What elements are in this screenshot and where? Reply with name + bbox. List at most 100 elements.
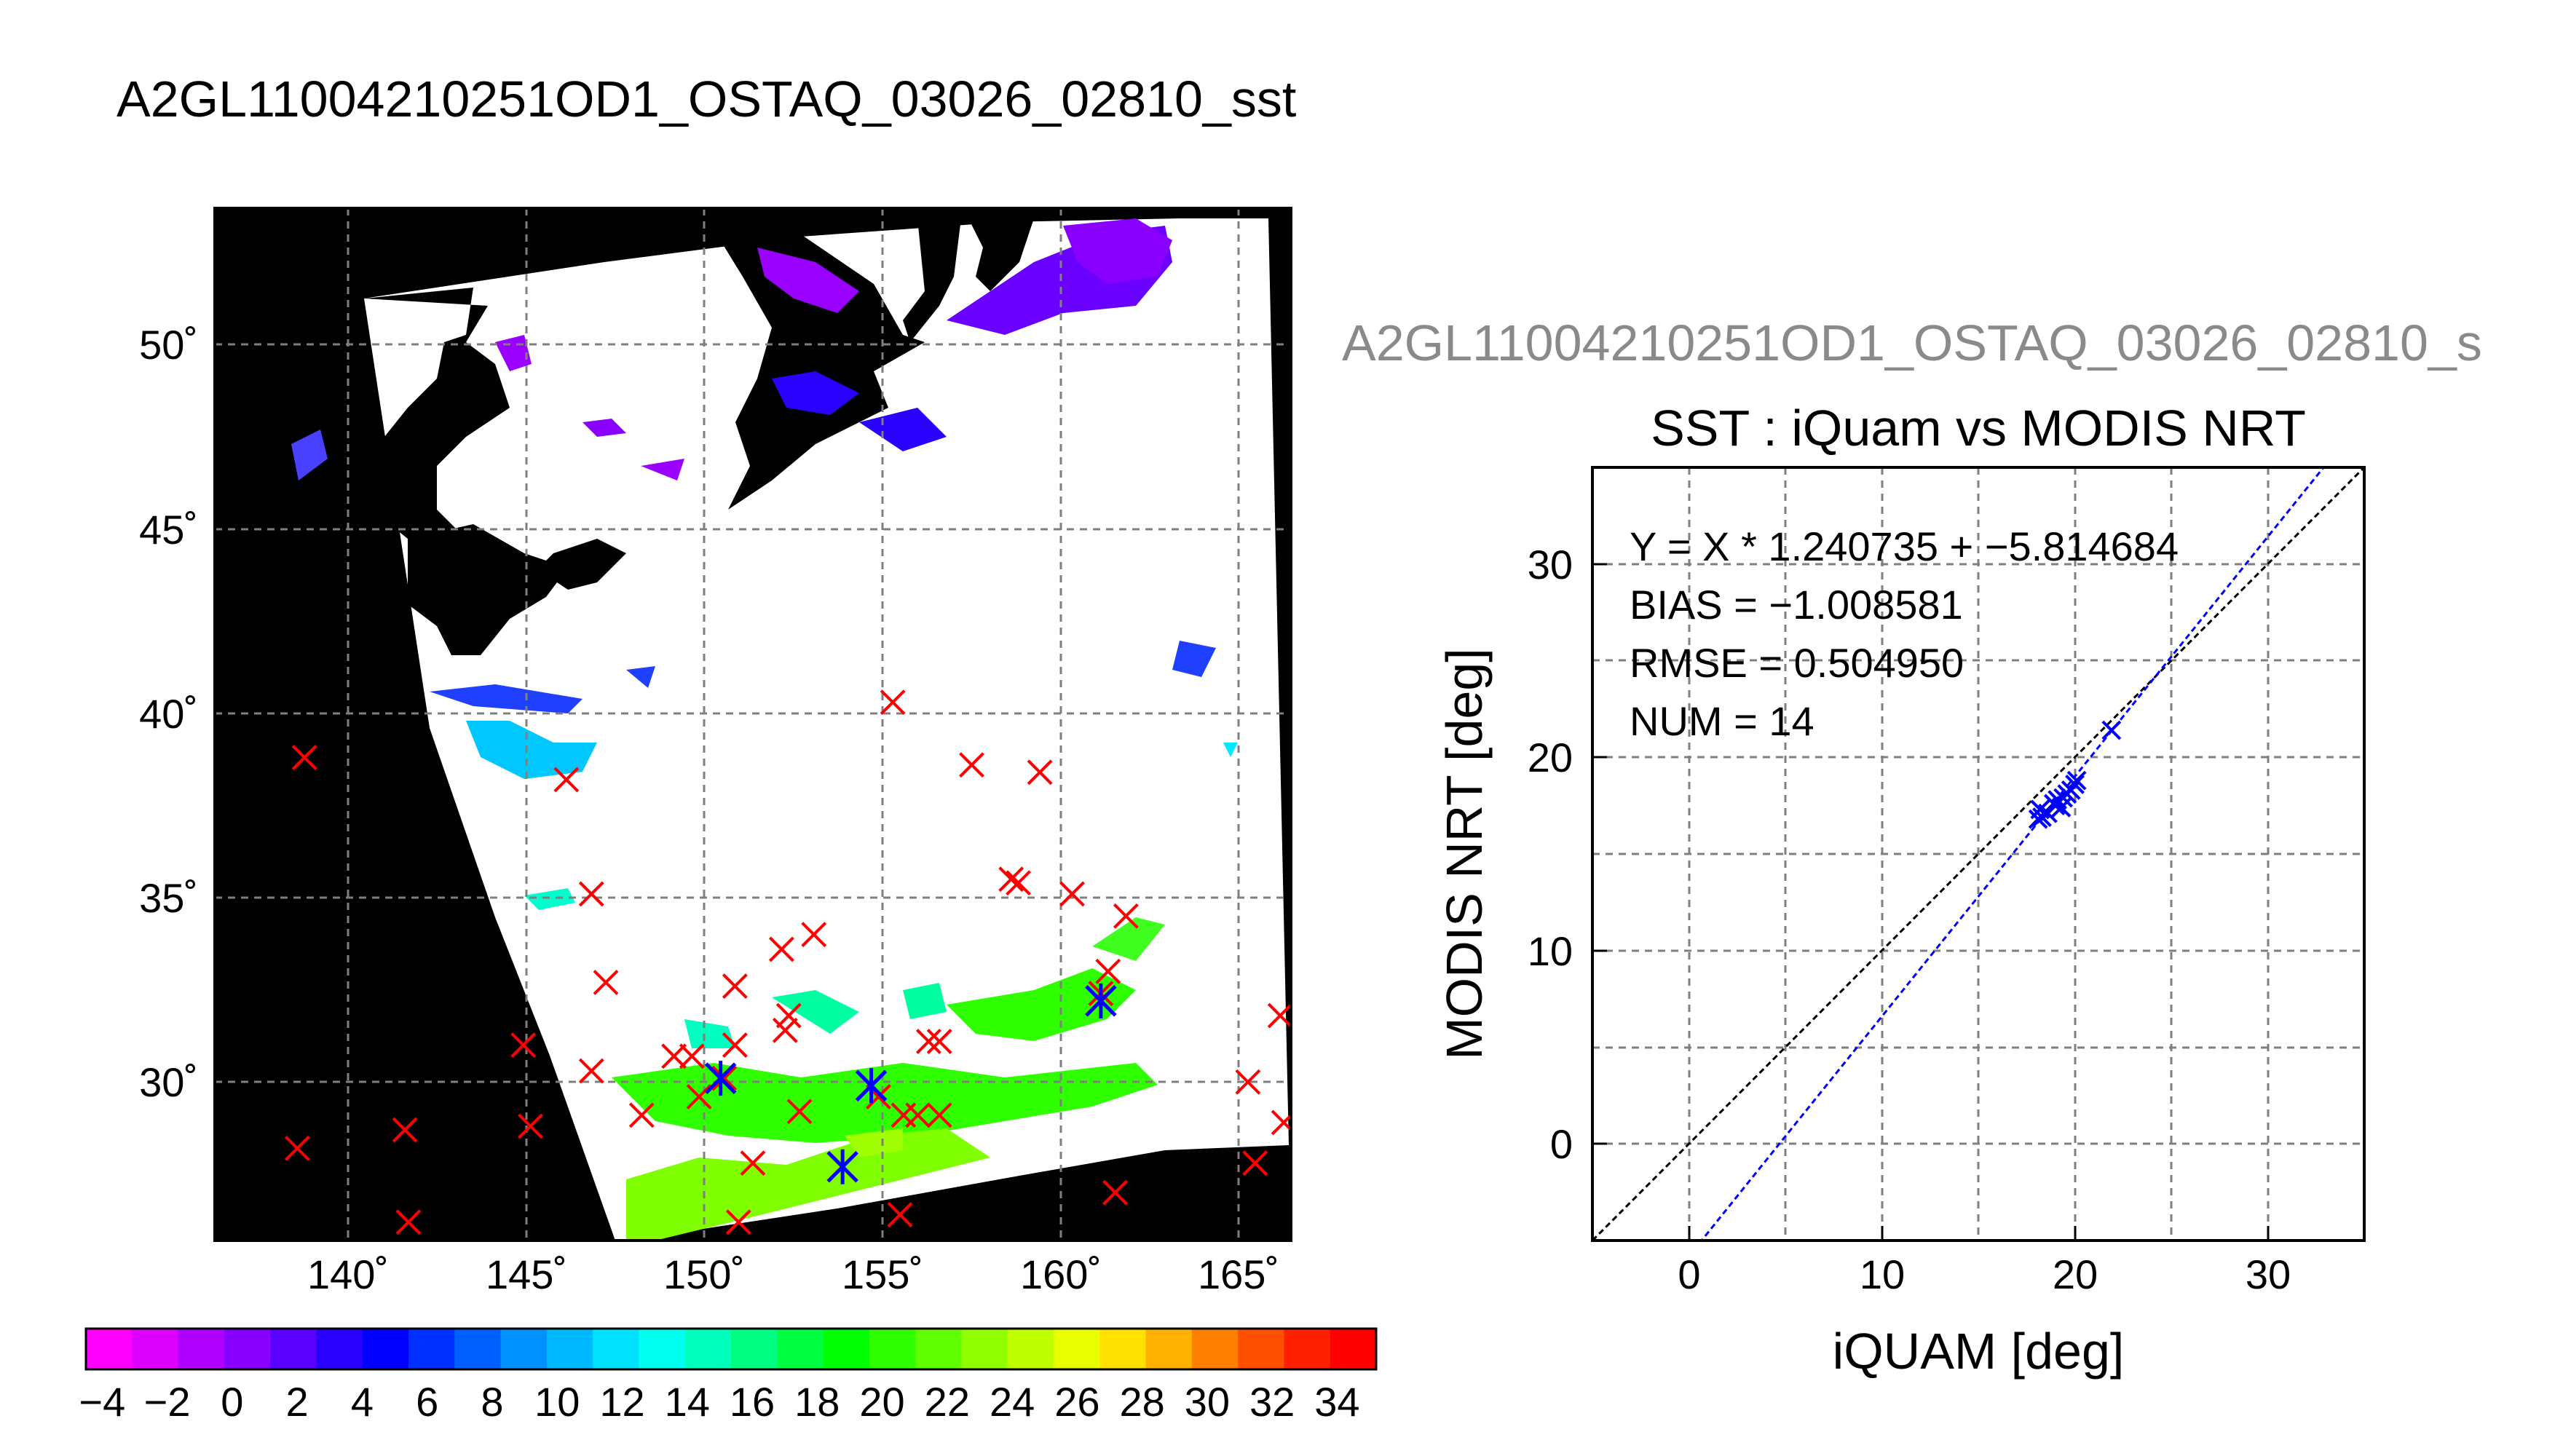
- lon-tick-label: 160˚: [1020, 1251, 1102, 1297]
- match-marker: [392, 1117, 418, 1143]
- scatter-stats: Y = X * 1.240735 + −5.814684 BIAS = −1.0…: [1630, 523, 2179, 744]
- match-marker-stroke: [926, 1102, 952, 1128]
- match-marker-stroke: [1242, 1150, 1268, 1176]
- colorbar-bin: [500, 1329, 548, 1369]
- scatter-minor-ticks: [1592, 563, 2270, 1241]
- match-marker-stroke: [722, 1032, 748, 1059]
- y-tick-label: 0: [1550, 1121, 1573, 1167]
- match-marker-stroke: [915, 1029, 941, 1054]
- match-marker: [395, 1209, 422, 1235]
- lon-tick-label: 140˚: [307, 1251, 389, 1297]
- colorbar-bin: [593, 1329, 640, 1369]
- colorbar-tick-label: 8: [481, 1379, 503, 1425]
- match-marker-stroke: [291, 745, 317, 770]
- colorbar-bin: [362, 1329, 409, 1369]
- colorbar-tick-label: −2: [144, 1379, 191, 1425]
- match-marker-stroke: [1095, 958, 1121, 984]
- regression-line: [1699, 467, 2326, 1241]
- used-marker: [704, 1061, 737, 1096]
- match-marker: [1267, 1002, 1291, 1029]
- match-marker-stroke: [1271, 1113, 1291, 1136]
- match-marker: [553, 767, 580, 793]
- match-marker: [1271, 1109, 1291, 1136]
- match-marker-stroke: [1059, 881, 1085, 907]
- match-marker-stroke: [926, 1029, 952, 1054]
- map-graticule: [215, 208, 1291, 1241]
- lon-tick-label: 150˚: [663, 1251, 745, 1297]
- x-axis-label: iQUAM [deg]: [1833, 1323, 2125, 1380]
- match-marker-stroke: [887, 1202, 913, 1227]
- match-marker-stroke: [1267, 1002, 1291, 1029]
- match-marker: [1242, 1150, 1268, 1176]
- match-marker: [722, 1032, 748, 1059]
- match-marker: [801, 922, 827, 948]
- lat-tick-label: 30˚: [139, 1059, 198, 1105]
- colorbar-tick-label: 32: [1249, 1379, 1295, 1425]
- x-tick-label: 0: [1678, 1251, 1700, 1297]
- match-marker: [686, 1084, 712, 1109]
- scatter-point: [2045, 796, 2066, 816]
- colorbar-bin: [639, 1329, 686, 1369]
- colorbar-bin: [1054, 1329, 1101, 1369]
- colorbar-bin: [224, 1329, 272, 1369]
- scatter-x-tick-labels: 0 10 20 30: [1678, 1251, 2291, 1297]
- match-marker-stroke: [1102, 1179, 1129, 1206]
- x-tick-label: 10: [1860, 1251, 1905, 1297]
- x-tick-label: 20: [2053, 1251, 2098, 1297]
- map-frame: [213, 207, 1292, 1242]
- scatter-panel: A2GL11004210251OD1_OSTAQ_03026_02810_s S…: [1342, 314, 2482, 1380]
- colorbar-tick-label: 30: [1185, 1379, 1230, 1425]
- map-lon-tick-labels: 140˚ 145˚ 150˚ 155˚ 160˚ 165˚: [307, 1251, 1279, 1297]
- identity-line: [1592, 467, 2364, 1241]
- scatter-subtitle: A2GL11004210251OD1_OSTAQ_03026_02810_s: [1342, 314, 2482, 371]
- y-tick-label: 10: [1528, 928, 1573, 974]
- match-marker-stroke: [772, 1017, 798, 1043]
- colorbar-tick-label: 12: [599, 1379, 644, 1425]
- colorbar-tick-label: 28: [1119, 1379, 1164, 1425]
- match-marker-stroke: [679, 1043, 705, 1069]
- map-lat-tick-labels: 50˚ 45˚ 40˚ 35˚ 30˚: [139, 322, 198, 1105]
- match-marker: [775, 1002, 802, 1029]
- match-marker: [510, 1032, 537, 1059]
- match-marker: [786, 1099, 813, 1125]
- scatter-point-stroke: [2047, 790, 2068, 810]
- match-marker: [1027, 759, 1053, 786]
- lat-tick-label: 45˚: [139, 507, 198, 553]
- colorbar-tick-label: 24: [990, 1379, 1035, 1425]
- colorbar-bin: [1007, 1329, 1054, 1369]
- colorbar-tick-label: 20: [859, 1379, 904, 1425]
- match-marker-stroke: [740, 1150, 766, 1176]
- used-marker: [826, 1149, 858, 1184]
- colorbar-tick-label: 2: [286, 1379, 309, 1425]
- colorbar-bin: [823, 1329, 870, 1369]
- colorbar-bin: [869, 1329, 917, 1369]
- colorbar-bin: [86, 1329, 133, 1369]
- match-marker: [679, 1043, 705, 1069]
- colorbar-bin: [777, 1329, 824, 1369]
- match-marker-stroke: [998, 866, 1024, 893]
- match-marker: [291, 745, 317, 770]
- lat-tick-label: 50˚: [139, 322, 198, 368]
- scatter-points: [2028, 720, 2122, 829]
- match-marker: [880, 689, 906, 716]
- match-marker: [887, 1202, 913, 1227]
- colorbar-bin: [1284, 1329, 1331, 1369]
- match-marker-stroke: [628, 1102, 655, 1128]
- lon-tick-label: 165˚: [1198, 1251, 1279, 1297]
- colorbar-tick-label: 34: [1314, 1379, 1359, 1425]
- colorbar-tick-label: 14: [665, 1379, 710, 1425]
- match-marker-stroke: [593, 970, 619, 995]
- colorbar-bin: [132, 1329, 179, 1369]
- colorbar-labels: −4 −2 0 2 4 6 8 10 12 14 16 18 20 22 24 26 28 30 32 34: [79, 1379, 1359, 1425]
- match-marker-stroke: [866, 1084, 891, 1109]
- match-marker-stroke: [1027, 759, 1053, 786]
- match-marker: [628, 1102, 655, 1128]
- match-marker: [1102, 1179, 1129, 1206]
- match-marker: [1113, 903, 1139, 929]
- match-marker-stroke: [1113, 903, 1139, 929]
- match-marker-stroke: [578, 881, 604, 907]
- colorbar: −4 −2 0 2 4 6 8 10 12 14 16 18 20 22 24 26 28 30 32 34: [79, 1327, 1378, 1425]
- land-masses: [364, 218, 1034, 655]
- match-marker: [905, 1102, 931, 1128]
